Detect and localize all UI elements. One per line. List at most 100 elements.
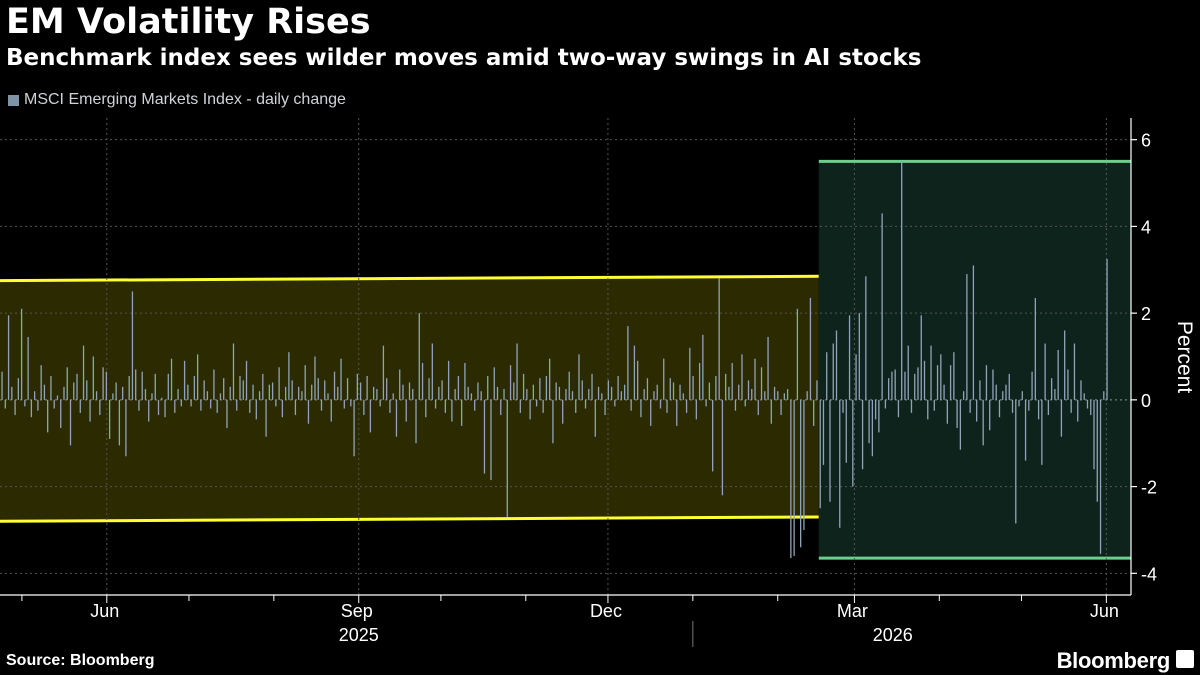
bar [506, 399, 508, 517]
band-green-fill [818, 161, 1131, 559]
bar [1024, 399, 1027, 461]
bar [56, 395, 59, 400]
bar [832, 343, 834, 400]
bar [252, 384, 254, 400]
bar [539, 378, 541, 400]
bar [161, 397, 163, 400]
bar [959, 399, 962, 450]
bar [888, 378, 890, 400]
bar [92, 356, 94, 400]
bar [7, 315, 10, 400]
bar [545, 376, 548, 400]
bar [164, 399, 166, 418]
bar [457, 376, 460, 400]
bar [53, 399, 55, 409]
bar [865, 276, 867, 400]
y-tick-label: 2 [1141, 304, 1151, 324]
bar [522, 373, 525, 400]
bar [245, 360, 248, 400]
bar [47, 399, 49, 433]
bar [620, 391, 623, 400]
bar [483, 399, 486, 474]
bar [604, 399, 606, 416]
bar [1083, 393, 1085, 400]
bar [744, 399, 746, 407]
highlight-bands [0, 159, 1131, 560]
bar [480, 391, 482, 400]
bar [682, 393, 684, 400]
bar [324, 380, 326, 400]
bar [1093, 399, 1095, 470]
bar [115, 382, 117, 400]
bar [617, 376, 619, 400]
bloomberg-icon [1176, 650, 1194, 668]
bar [640, 399, 642, 418]
bar [627, 326, 629, 400]
bar [89, 399, 91, 422]
y-tick-label: -2 [1141, 478, 1157, 498]
bar [40, 365, 42, 400]
bar [223, 378, 225, 400]
bar [972, 265, 975, 400]
x-year-label: 2025 [339, 625, 379, 645]
bar [894, 369, 896, 400]
bar [95, 391, 98, 400]
bar [434, 399, 437, 409]
x-tick-label: Jun [1090, 601, 1119, 621]
bar [904, 371, 906, 400]
bar [793, 399, 795, 556]
bar [535, 399, 538, 407]
bar [69, 399, 72, 446]
y-tick-label: 6 [1141, 131, 1151, 151]
bar [402, 384, 404, 400]
bar [936, 365, 939, 400]
bar [1060, 399, 1063, 437]
bar [291, 380, 293, 400]
bar [845, 399, 847, 463]
bar [14, 399, 16, 416]
bar [992, 369, 994, 400]
bar [1077, 399, 1079, 422]
bar [650, 399, 652, 426]
bar [118, 399, 121, 446]
bar [340, 358, 342, 400]
bar [562, 399, 564, 424]
bar [438, 386, 440, 400]
bar [956, 399, 958, 429]
axes: -4 -2 0 2 4 6 Jun Sep Dec Mar Jun 2025 2026 [0, 118, 1157, 647]
bar [738, 384, 740, 400]
bar [79, 399, 81, 413]
bar [584, 399, 587, 409]
bar [346, 378, 349, 400]
bar [770, 399, 772, 424]
bar [663, 358, 665, 400]
bar [773, 386, 776, 400]
bar [881, 213, 883, 400]
bar [646, 378, 649, 400]
bar [314, 356, 316, 400]
bar [780, 399, 782, 416]
bar [943, 384, 945, 400]
bar [444, 399, 447, 413]
bar-series [1, 161, 1108, 559]
bar [565, 389, 567, 400]
bar [637, 360, 639, 400]
bar [1086, 399, 1089, 409]
bar [848, 315, 851, 400]
x-tick-label: Dec [590, 601, 622, 621]
bar [1, 371, 3, 400]
bar [180, 399, 182, 407]
bar [447, 360, 450, 400]
bar [177, 389, 179, 400]
bar [666, 399, 668, 413]
bar [37, 399, 39, 411]
bar [760, 367, 763, 400]
bar [389, 399, 391, 413]
bar [767, 336, 769, 400]
bar [86, 380, 88, 400]
bar [382, 345, 385, 400]
bar [183, 360, 186, 400]
bar [607, 380, 609, 400]
bar [685, 399, 688, 413]
bar [464, 363, 466, 400]
